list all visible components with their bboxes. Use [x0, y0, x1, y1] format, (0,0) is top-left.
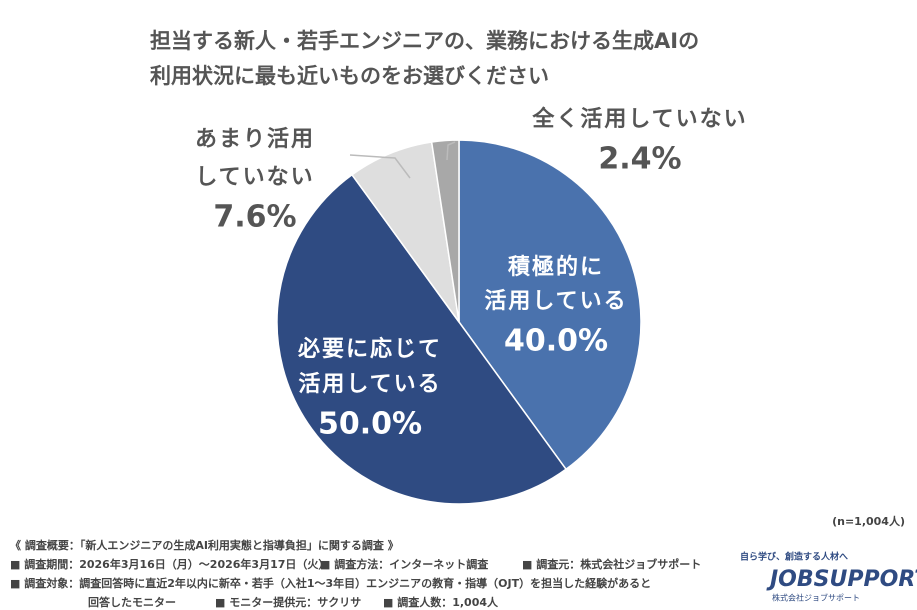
pie-slice — [458, 139, 642, 471]
sample-size: (n=1,004人) — [832, 514, 905, 528]
chart-title: 担当する新人・若手エンジニアの、業務における生成AIの — [150, 29, 699, 53]
note: ■ 調査対象：調査回答時に直近2年以内に新卒・若手（入社1～3年目）エンジニアの… — [10, 576, 651, 590]
pie-slice — [430, 139, 460, 323]
slice-label: していない — [195, 165, 314, 190]
leader-line — [349, 154, 411, 179]
note: 回答したモニター — [88, 595, 176, 609]
note: 《 調査概要：「新人エンジニアの生成AI利用実態と指導負担」に関する調査 》 — [10, 538, 399, 552]
slice-label: あまり活用 — [195, 127, 315, 152]
slice-label: 活用している — [484, 289, 627, 314]
slice-label: 活用している — [298, 372, 441, 397]
logo-company: 株式会社ジョブサポート — [772, 593, 860, 603]
slice-label: 全く活用していない — [531, 106, 747, 132]
logo-tagline: 自ら学び、創造する人材へ — [740, 551, 848, 563]
note: ■ モニター提供元：サクリサ — [215, 595, 361, 609]
note: ■ 調査元：株式会社ジョブサポート — [522, 557, 701, 571]
value-label: 40.0% — [504, 324, 608, 359]
chart-title: 利用状況に最も近いものをお選びください — [150, 64, 549, 88]
note: ■ 調査期間：2026年3月16日（月）～2026年3月17日（火） — [10, 557, 329, 571]
note: ■ 調査人数：1,004人 — [383, 595, 499, 609]
pie-slice — [276, 173, 568, 505]
pie — [276, 139, 642, 505]
logo-name: JOBSUPPORT — [766, 567, 917, 592]
value-label: 7.6% — [213, 200, 296, 235]
slice-label: 積極的に — [508, 254, 604, 280]
value-label: 2.4% — [598, 142, 681, 177]
slice-label: 必要に応じて — [298, 336, 442, 362]
value-label: 50.0% — [318, 407, 422, 442]
note: ■ 調査方法：インターネット調査 — [320, 557, 488, 571]
leader-line — [446, 141, 456, 161]
